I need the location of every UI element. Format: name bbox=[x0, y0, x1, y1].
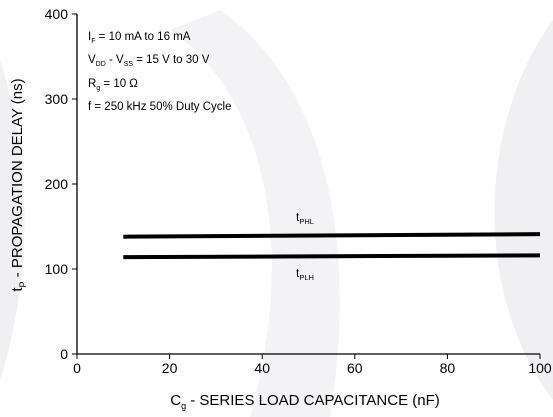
x-tick-label: 80 bbox=[440, 360, 456, 376]
y-tick-label: 400 bbox=[45, 6, 69, 22]
condition-if: IF = 10 mA to 16 mA bbox=[88, 31, 191, 45]
y-axis-title: tP - PROPAGATION DELAY (ns) bbox=[9, 78, 28, 291]
x-tick-label: 40 bbox=[254, 360, 270, 376]
series-label-tphl: tPHL bbox=[296, 210, 314, 226]
x-tick-label: 20 bbox=[162, 360, 178, 376]
ticks: 0 20 40 60 80 100 0 100 200 300 400 bbox=[45, 6, 552, 376]
y-tick-label: 100 bbox=[45, 261, 69, 277]
x-tick-label: 60 bbox=[347, 360, 363, 376]
watermark-shape-center bbox=[170, 10, 340, 417]
condition-rg: Rg = 10 Ω bbox=[88, 78, 138, 92]
series-lines bbox=[123, 232, 541, 260]
series-label-tplh: tPLH bbox=[296, 266, 314, 282]
x-axis-title: Cg - SERIES LOAD CAPACITANCE (nF) bbox=[170, 392, 440, 411]
watermark-shape-left bbox=[0, 60, 25, 380]
x-tick-label: 100 bbox=[528, 360, 552, 376]
watermark-shape-right bbox=[494, 20, 553, 400]
y-tick-label: 0 bbox=[60, 346, 68, 362]
x-tick-label: 0 bbox=[73, 360, 81, 376]
condition-frequency: f = 250 kHz 50% Duty Cycle bbox=[88, 101, 232, 113]
y-tick-label: 300 bbox=[45, 91, 69, 107]
series-line-tplh bbox=[123, 253, 541, 260]
y-tick-label: 200 bbox=[45, 176, 69, 192]
series-line-tphl bbox=[123, 232, 541, 239]
condition-vdd-vss: VDD - VSS = 15 V to 30 V bbox=[88, 54, 210, 68]
